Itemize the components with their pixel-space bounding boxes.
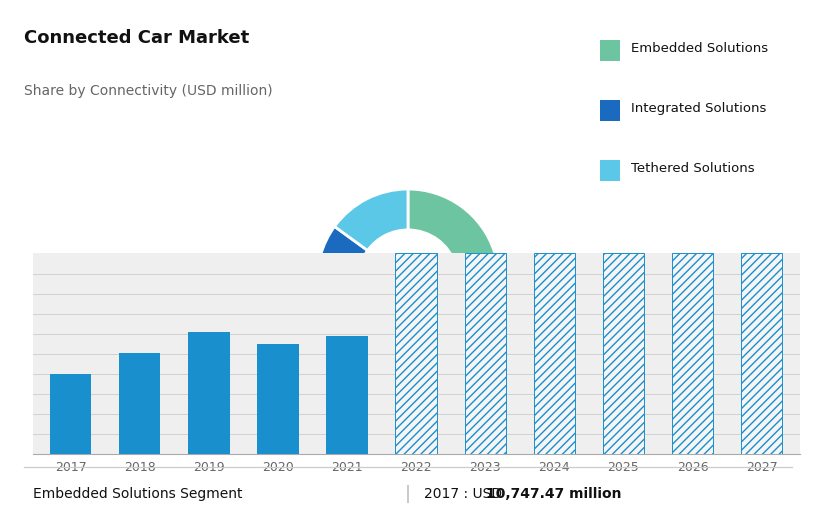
- FancyBboxPatch shape: [600, 100, 620, 121]
- Text: 2017 : USD: 2017 : USD: [424, 487, 507, 501]
- Text: Connected Car Market: Connected Car Market: [24, 29, 250, 47]
- Wedge shape: [408, 189, 499, 353]
- Text: Tethered Solutions: Tethered Solutions: [631, 162, 755, 175]
- Bar: [396, 253, 437, 454]
- Text: Embedded Solutions Segment: Embedded Solutions Segment: [33, 487, 242, 501]
- Text: Share by Connectivity (USD million): Share by Connectivity (USD million): [24, 84, 273, 98]
- Bar: [464, 253, 506, 454]
- Text: |: |: [405, 485, 411, 503]
- Wedge shape: [335, 189, 408, 250]
- Bar: [188, 332, 229, 454]
- Bar: [257, 344, 299, 454]
- Bar: [534, 253, 575, 454]
- Bar: [672, 253, 713, 454]
- Bar: [50, 374, 91, 454]
- Bar: [603, 253, 644, 454]
- Text: 10,747.47 million: 10,747.47 million: [486, 487, 621, 501]
- Text: Embedded Solutions: Embedded Solutions: [631, 42, 768, 54]
- Bar: [326, 336, 368, 454]
- Bar: [741, 253, 783, 454]
- Bar: [119, 353, 161, 454]
- Wedge shape: [317, 227, 461, 371]
- FancyBboxPatch shape: [600, 40, 620, 61]
- FancyBboxPatch shape: [600, 160, 620, 182]
- Text: Integrated Solutions: Integrated Solutions: [631, 101, 766, 115]
